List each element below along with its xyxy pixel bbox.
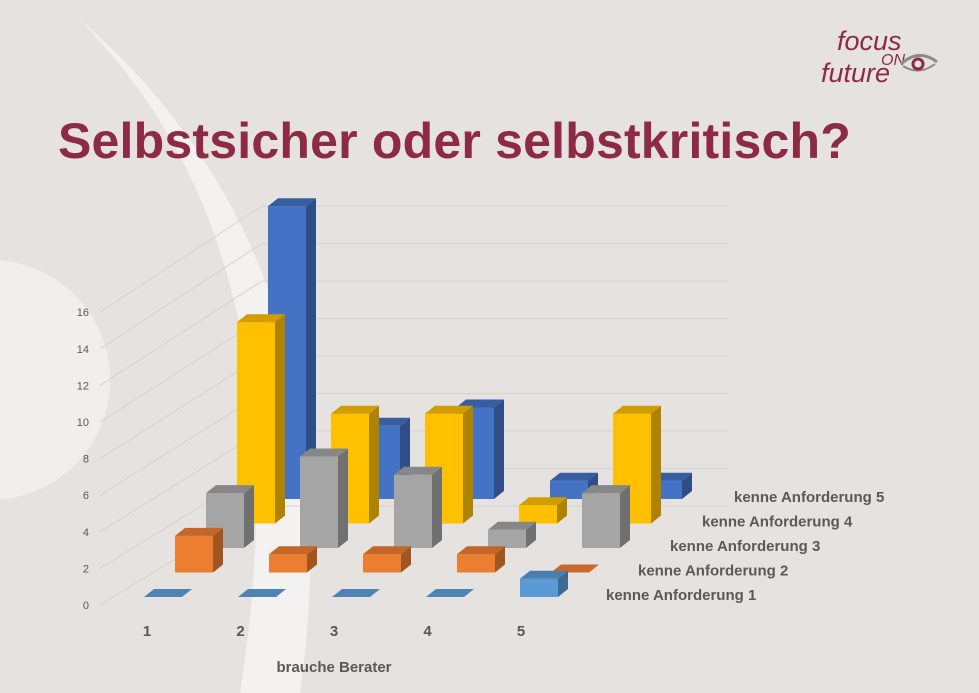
bar-3-2 [300,448,348,548]
bar-3-1 [206,485,254,548]
y-axis-ticks: 0 2 4 6 8 10 12 14 16 [77,307,89,612]
gridline-diagonal [99,393,263,496]
series-label: kenne Anforderung 3 [670,538,820,555]
series-label: kenne Anforderung 4 [702,514,853,531]
bar-1-4 [426,589,474,597]
series-label: kenne Anforderung 5 [734,489,884,506]
bar-5-1 [268,198,316,499]
x-tick-label: 3 [330,623,338,640]
x-tick-label: 5 [517,623,525,640]
bar-4-4 [519,497,567,524]
bar-1-5 [520,570,568,597]
y-tick-label: 12 [77,380,89,392]
bar-2-1 [175,527,223,573]
bar-1-1 [144,589,192,597]
x-tick-label: 1 [143,623,151,640]
bar-1-2 [238,589,286,597]
x-tick-label: 2 [236,623,244,640]
y-tick-label: 16 [77,307,89,319]
focus-on-future-logo: focus ON future [799,28,939,90]
bar-3-5 [582,485,630,548]
chart-labels: 1 2 3 4 5 kenne Anforderung 1 kenne Anforderun… [143,489,884,640]
bar-4-2 [331,405,379,524]
series-label: kenne Anforderung 1 [606,587,756,604]
y-tick-label: 0 [83,600,89,612]
bar-3-3 [394,466,442,548]
bar-2-4 [457,546,505,573]
bar-2-5 [551,564,599,573]
x-tick-label: 4 [423,623,432,640]
bar-1-3 [332,589,380,597]
y-tick-label: 14 [77,344,89,356]
gridline-diagonal [99,280,263,386]
gridline-diagonal [99,243,263,350]
y-tick-label: 4 [83,527,89,539]
bar-2-3 [363,546,411,573]
eye-icon [900,54,938,72]
logo-word-focus: focus [837,26,902,56]
series-label: kenne Anforderung 2 [638,563,788,580]
logo-word-future: future [821,58,891,88]
gridline-diagonal [99,430,263,533]
y-tick-label: 6 [83,490,89,502]
y-tick-label: 10 [77,417,89,429]
gridline-diagonal [99,205,263,313]
y-tick-label: 8 [83,454,89,466]
y-tick-label: 2 [83,563,89,575]
bar-3-4 [488,521,536,548]
bar-2-2 [269,546,317,573]
chart-bars [144,198,692,597]
gridline-diagonal [99,355,263,460]
logo-word-on: ON [881,52,905,69]
x-axis-label: brauche Berater [276,659,391,676]
slide-title: Selbstsicher oder selbstkritisch? [58,113,852,169]
gridline-diagonal [99,318,263,423]
